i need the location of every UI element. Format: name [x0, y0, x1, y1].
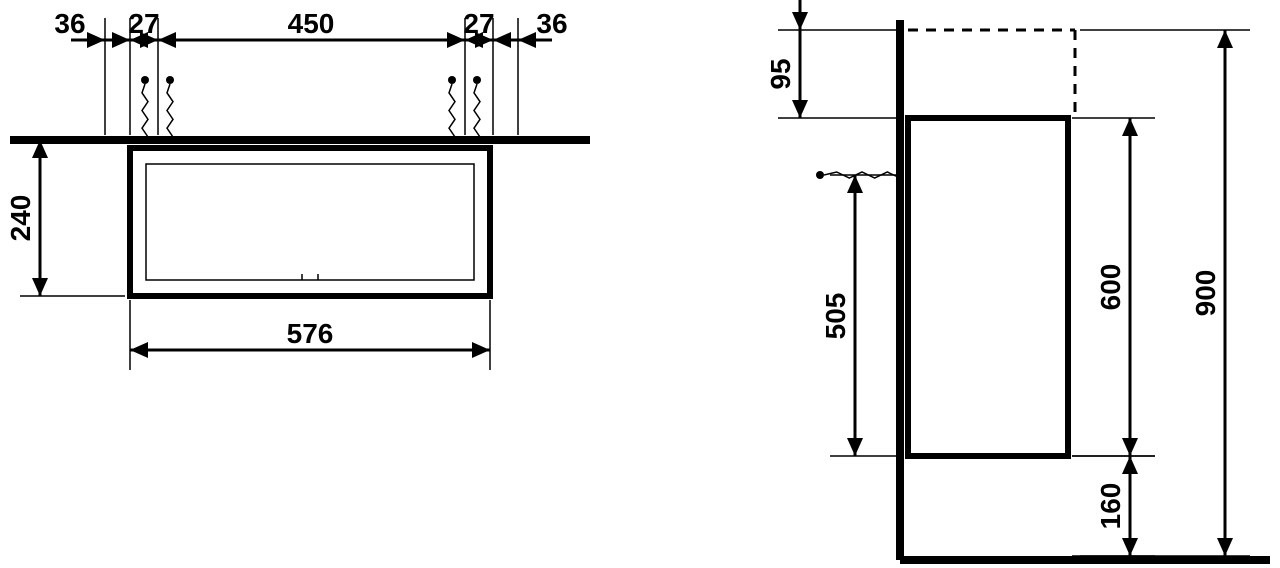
dimension-label: 600: [1095, 264, 1126, 311]
dimension-label: 576: [287, 318, 334, 349]
technical-drawing: 36 27 450 27 36 240 576 95 505 600 160 900: [0, 0, 1280, 568]
dimension-label: 160: [1095, 483, 1126, 530]
dimension-label: 95: [765, 58, 796, 89]
dimension-label: 27: [463, 8, 494, 39]
dimension-label: 240: [5, 195, 36, 242]
dimension-label: 27: [128, 8, 159, 39]
dimension-label: 450: [288, 8, 335, 39]
dimension-label: 505: [820, 293, 851, 340]
dimension-label: 36: [536, 8, 567, 39]
dimension-label: 900: [1190, 270, 1221, 317]
dimension-label: 36: [54, 8, 85, 39]
